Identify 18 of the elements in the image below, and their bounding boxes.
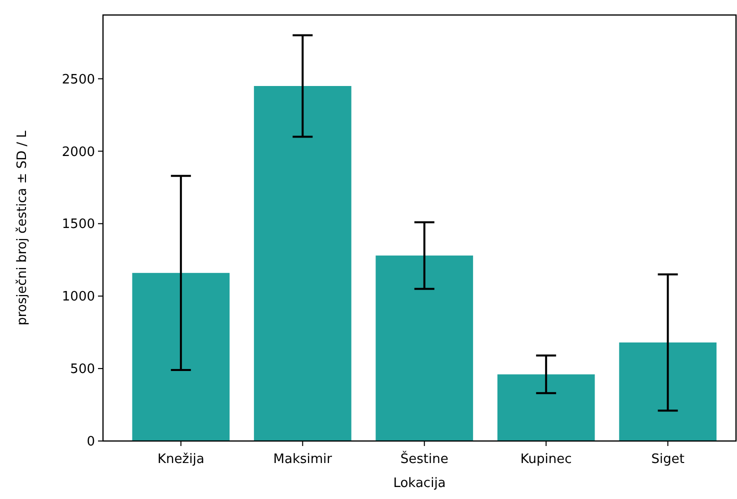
bar (619, 342, 717, 441)
bar (376, 256, 474, 441)
y-tick-label: 0 (86, 434, 95, 450)
x-tick-label: Siget (651, 452, 684, 467)
x-tick-label: Knežija (158, 452, 204, 467)
x-tick-label: Kupinec (520, 452, 572, 467)
y-tick-label: 1000 (62, 290, 95, 305)
y-tick-label: 1500 (62, 217, 95, 232)
bar (497, 374, 595, 441)
y-tick-label: 500 (70, 362, 95, 378)
bar (254, 86, 352, 441)
x-axis-title: Lokacija (393, 476, 446, 491)
x-tick-label: Maksimir (273, 452, 333, 467)
y-tick-label: 2000 (62, 144, 95, 160)
y-axis-title: prosječni broj čestica ± SD / L (15, 130, 30, 326)
y-tick-label: 2500 (62, 72, 95, 88)
x-tick-label: Šestine (400, 450, 448, 467)
bar (132, 272, 230, 441)
